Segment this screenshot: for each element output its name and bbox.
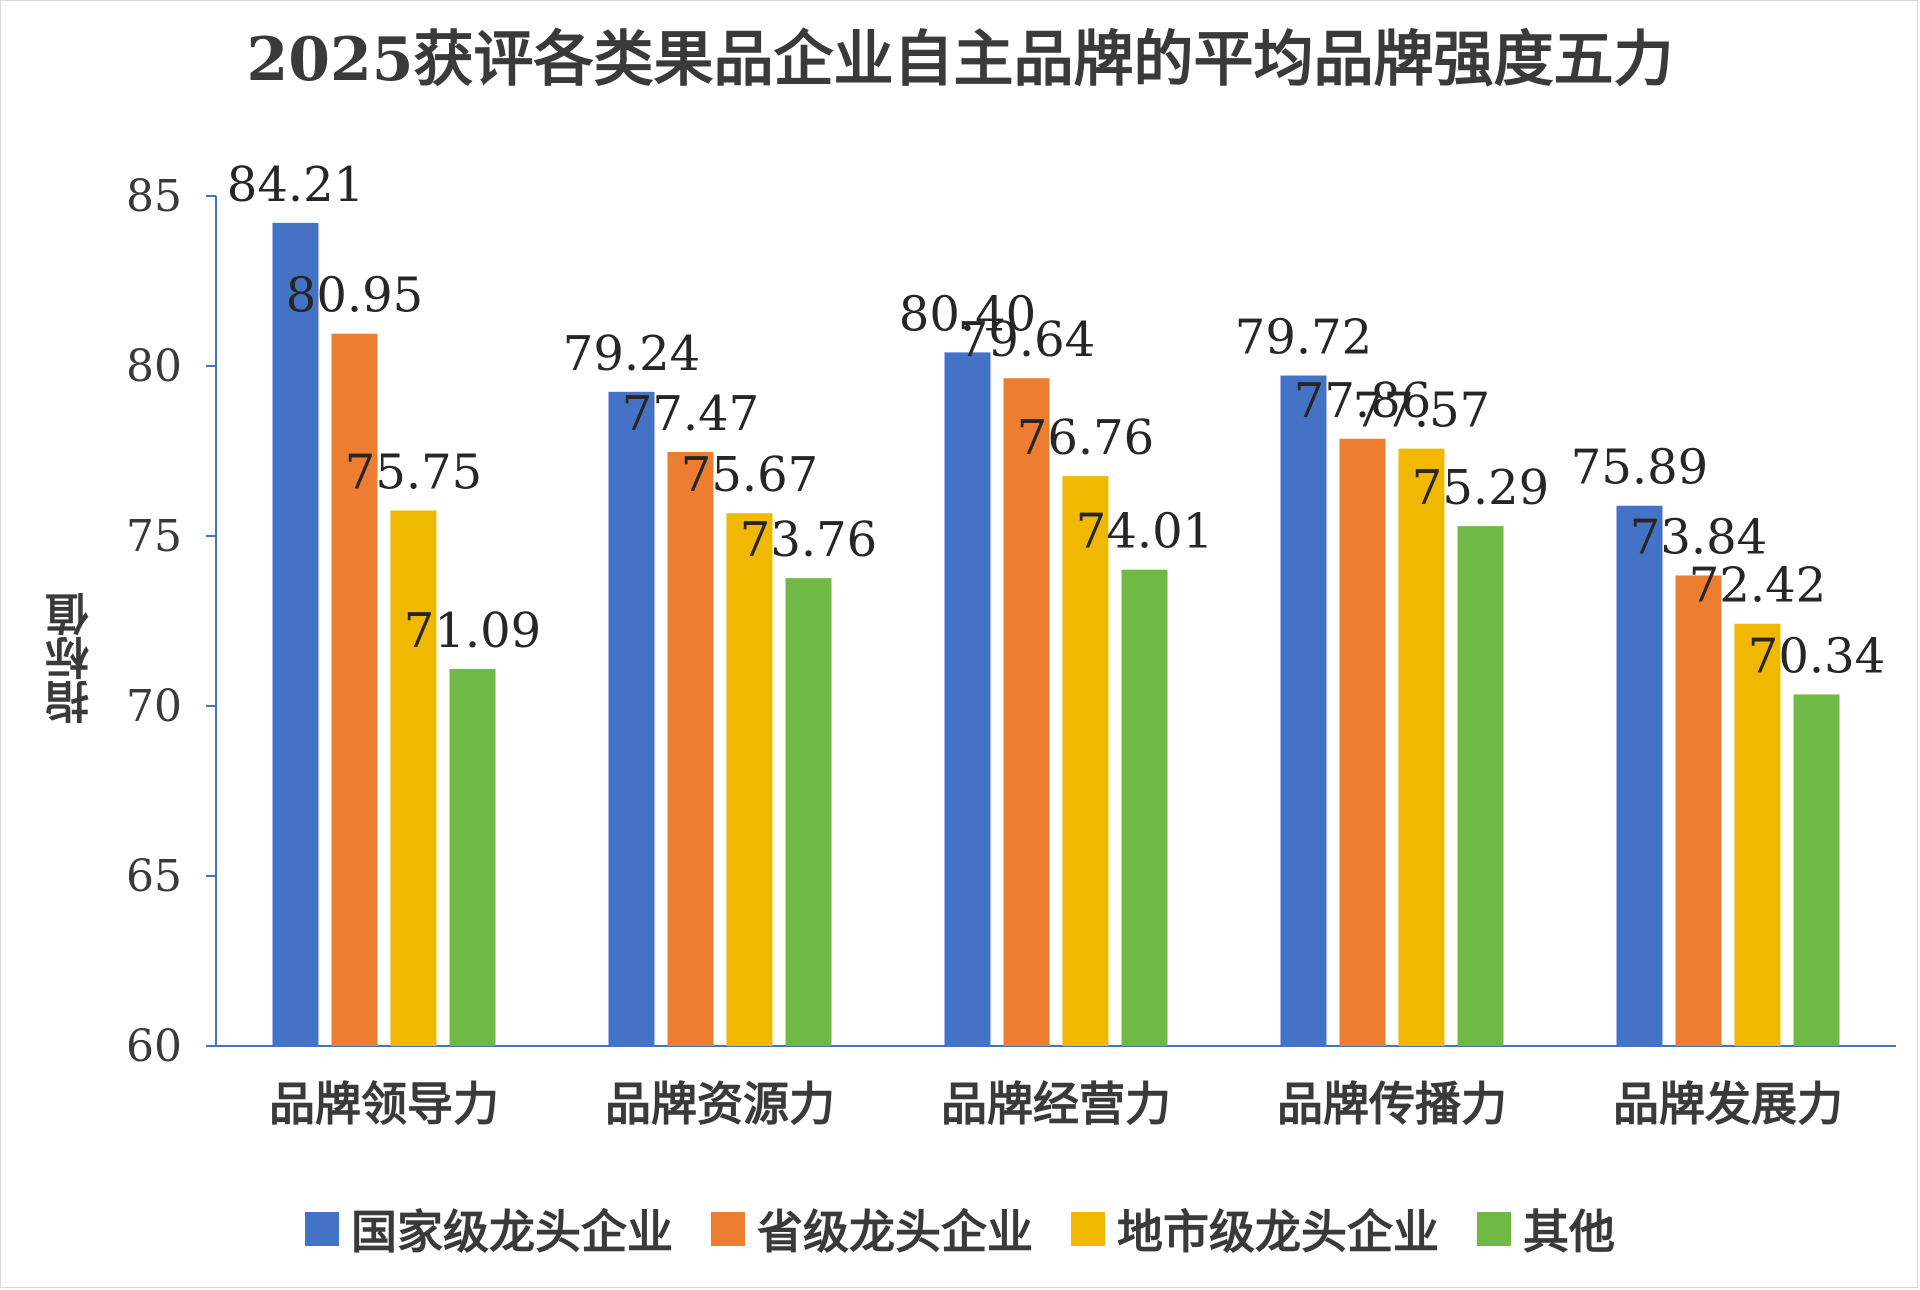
x-category-label: 品牌资源力 (605, 1077, 835, 1131)
legend: 国家级龙头企业 省级龙头企业 地市级龙头企业 其他 (0, 1196, 1920, 1262)
bars (272, 222, 1840, 1047)
bar (1280, 375, 1327, 1046)
data-label: 75.89 (1571, 440, 1708, 496)
y-tick-label: 60 (126, 1021, 182, 1072)
data-label: 79.24 (563, 326, 700, 382)
data-label: 77.57 (1353, 383, 1490, 439)
bar (785, 578, 832, 1046)
data-label: 75.67 (681, 447, 818, 503)
legend-item: 其他 (1477, 1196, 1615, 1262)
data-label: 75.75 (345, 445, 482, 501)
bar (1675, 575, 1722, 1046)
bar (331, 333, 378, 1046)
x-category-label: 品牌发展力 (1613, 1077, 1843, 1131)
legend-swatch (711, 1212, 745, 1246)
legend-swatch (305, 1212, 339, 1246)
data-label: 71.09 (404, 603, 541, 659)
bar (1793, 694, 1840, 1046)
bar (1457, 526, 1504, 1046)
x-category-label: 品牌传播力 (1277, 1077, 1507, 1131)
data-label: 79.64 (958, 312, 1095, 368)
data-label: 77.47 (622, 386, 759, 442)
y-tick-label: 75 (126, 511, 182, 562)
bar (1734, 623, 1781, 1046)
legend-label: 省级龙头企业 (757, 1205, 1033, 1259)
legend-item: 地市级龙头企业 (1071, 1196, 1439, 1262)
chart-title: 2025获评各类果品企业自主品牌的平均品牌强度五力 (246, 25, 1674, 95)
data-label: 74.01 (1076, 504, 1213, 560)
y-tick-label: 70 (126, 681, 182, 732)
legend-label: 国家级龙头企业 (351, 1205, 673, 1259)
bar (1121, 569, 1168, 1046)
y-tick-label: 65 (126, 851, 182, 902)
legend-item: 省级龙头企业 (711, 1196, 1033, 1262)
data-label: 76.76 (1017, 410, 1154, 466)
bar (667, 452, 714, 1046)
legend-item: 国家级龙头企业 (305, 1196, 673, 1262)
axes: 60 65 70 75 80 85 品牌领导力 品牌资源力 品牌经营力 品牌传播力 品牌发展力 (126, 171, 1896, 1131)
bar (449, 668, 496, 1046)
bar (1003, 378, 1050, 1046)
data-label: 73.84 (1630, 509, 1767, 565)
data-label: 73.76 (740, 512, 877, 568)
legend-label: 其他 (1523, 1205, 1615, 1259)
data-label: 79.72 (1235, 310, 1372, 366)
data-label: 80.95 (286, 268, 423, 324)
bar (1339, 438, 1386, 1046)
bar (1398, 448, 1445, 1046)
data-label: 77.86 (1294, 373, 1431, 429)
x-category-label: 品牌经营力 (941, 1077, 1171, 1131)
bar (944, 352, 991, 1046)
y-tick-label: 80 (126, 341, 182, 392)
data-label: 70.34 (1748, 628, 1885, 684)
data-label: 75.29 (1412, 460, 1549, 516)
bar (390, 510, 437, 1046)
legend-label: 地市级龙头企业 (1117, 1205, 1439, 1259)
bar (608, 391, 655, 1047)
bar (272, 222, 319, 1047)
bar (1616, 505, 1663, 1046)
bar (726, 513, 773, 1046)
data-label: 80.40 (899, 286, 1036, 342)
bar (1062, 476, 1109, 1046)
legend-swatch (1477, 1212, 1511, 1246)
data-label: 84.21 (227, 157, 364, 213)
y-tick-label: 85 (126, 171, 182, 222)
data-label: 72.42 (1689, 558, 1826, 614)
x-category-label: 品牌领导力 (269, 1077, 499, 1131)
legend-swatch (1071, 1212, 1105, 1246)
